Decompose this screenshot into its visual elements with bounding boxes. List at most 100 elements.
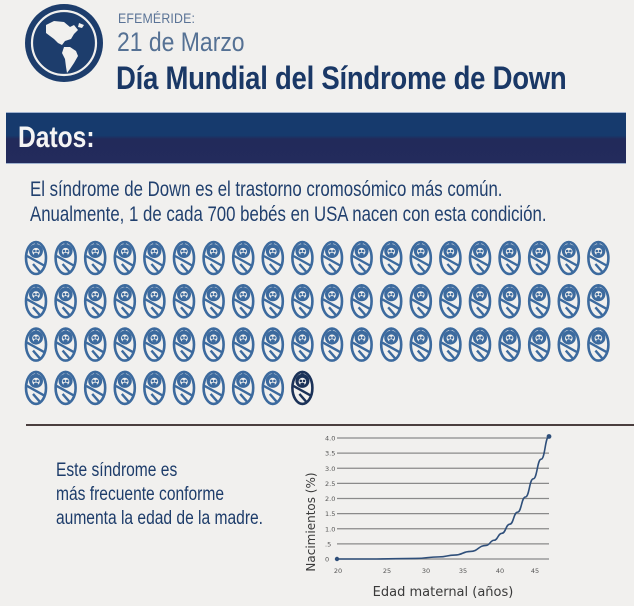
x-tick-label: 45 xyxy=(531,567,539,575)
x-tick-label: 35 xyxy=(459,567,467,575)
swaddled-baby-icon xyxy=(439,240,462,276)
swaddled-baby-icon xyxy=(527,240,551,276)
swaddled-baby-icon xyxy=(439,283,462,319)
x-axis-label: Edad maternal (años) xyxy=(373,585,514,600)
swaddled-baby-icon xyxy=(202,240,225,276)
x-tick-label: 25 xyxy=(383,567,391,575)
swaddled-baby-icon xyxy=(320,240,344,276)
summary-text-line-2: más frecuente conforme xyxy=(56,484,224,505)
swaddled-baby-icon xyxy=(557,283,581,319)
swaddled-baby-icon xyxy=(291,283,314,319)
swaddled-baby-icon xyxy=(527,283,551,319)
y-tick-label: .5 xyxy=(325,540,331,548)
swaddled-baby-icon xyxy=(498,283,521,319)
eyebrow-label: EFEMÉRIDE: xyxy=(118,10,196,26)
baby-icons xyxy=(24,240,610,406)
swaddled-baby-icon xyxy=(587,240,610,276)
swaddled-baby-icon xyxy=(113,240,137,276)
data-curve xyxy=(337,435,550,560)
swaddled-baby-icon xyxy=(54,283,77,319)
y-tick-label: 1.0 xyxy=(325,525,335,533)
swaddled-baby-icon xyxy=(261,327,285,362)
swaddled-baby-icon xyxy=(172,283,196,319)
y-axis-ticks: 0 .5 1.0 1.5 2.0 2.5 3.0 3.5 4.0 xyxy=(325,435,335,564)
swaddled-baby-icon xyxy=(24,370,48,406)
y-axis-label: Nacimientos (%) xyxy=(304,472,318,571)
swaddled-baby-icon xyxy=(143,370,166,406)
swaddled-baby-icon xyxy=(379,327,403,362)
globe-icon xyxy=(25,4,103,82)
swaddled-baby-icon xyxy=(24,327,48,362)
chart-gridlines xyxy=(337,437,549,560)
swaddled-baby-icon xyxy=(468,327,492,362)
swaddled-baby-icon xyxy=(113,370,137,406)
swaddled-baby-icon xyxy=(172,240,196,276)
swaddled-baby-icon xyxy=(409,283,433,319)
swaddled-baby-icon xyxy=(83,327,107,362)
swaddled-baby-icon xyxy=(261,370,285,406)
event-date: 21 de Marzo xyxy=(117,27,245,57)
swaddled-baby-icon xyxy=(172,370,196,406)
swaddled-baby-icon xyxy=(54,370,77,406)
swaddled-baby-icon xyxy=(587,327,610,362)
swaddled-baby-icon xyxy=(261,283,285,319)
y-tick-label: 3.0 xyxy=(325,465,335,473)
swaddled-baby-icon xyxy=(498,327,521,362)
swaddled-baby-icon xyxy=(113,327,137,362)
y-tick-label: 1.5 xyxy=(325,510,335,518)
swaddled-baby-icon xyxy=(143,327,166,362)
summary-text-line-3: aumenta la edad de la madre. xyxy=(56,508,264,529)
swaddled-baby-icon xyxy=(557,327,581,362)
swaddled-baby-icon xyxy=(527,327,551,362)
swaddled-baby-icon xyxy=(202,327,225,362)
y-tick-label: 0 xyxy=(325,556,329,564)
x-tick-label: 40 xyxy=(496,567,504,575)
x-axis-ticks: 20 25 30 35 40 45 xyxy=(334,567,539,575)
swaddled-baby-icon xyxy=(231,240,255,276)
swaddled-baby-icon xyxy=(320,283,344,319)
data-point-start xyxy=(334,556,340,562)
swaddled-baby-icon xyxy=(83,283,107,319)
swaddled-baby-icon xyxy=(143,283,166,319)
swaddled-baby-icon xyxy=(379,283,403,319)
section-header-bar: Datos: xyxy=(6,112,626,164)
swaddled-baby-icon xyxy=(379,240,403,276)
swaddled-baby-icon xyxy=(291,370,314,406)
swaddled-baby-icon xyxy=(468,240,492,276)
page-title: Día Mundial del Síndrome de Down xyxy=(116,60,567,96)
swaddled-baby-icon xyxy=(498,240,521,276)
swaddled-baby-icon xyxy=(439,327,462,362)
swaddled-baby-icon xyxy=(291,327,314,362)
section-divider xyxy=(26,424,634,426)
swaddled-baby-icon xyxy=(409,327,433,362)
swaddled-baby-icon xyxy=(231,327,255,362)
swaddled-baby-icon xyxy=(350,283,373,319)
y-tick-label: 4.0 xyxy=(325,435,335,443)
swaddled-baby-icon xyxy=(231,283,255,319)
swaddled-baby-icon xyxy=(557,240,581,276)
swaddled-baby-icon xyxy=(261,240,285,276)
swaddled-baby-icon xyxy=(143,240,166,276)
swaddled-baby-icon xyxy=(54,327,77,362)
swaddled-baby-icon xyxy=(24,283,48,319)
x-tick-label: 30 xyxy=(422,567,430,575)
swaddled-baby-icon xyxy=(83,370,107,406)
swaddled-baby-icon xyxy=(291,240,314,276)
swaddled-baby-icon xyxy=(231,370,255,406)
swaddled-baby-icon xyxy=(468,283,492,319)
swaddled-baby-icon xyxy=(113,283,137,319)
section-title: Datos: xyxy=(18,121,95,154)
swaddled-baby-icon xyxy=(202,370,225,406)
summary-text-line-1: Este síndrome es xyxy=(56,460,178,481)
data-point-end xyxy=(546,434,552,439)
swaddled-baby-icon xyxy=(587,283,610,319)
y-tick-label: 2.0 xyxy=(325,495,335,503)
swaddled-baby-icon xyxy=(83,240,107,276)
x-tick-label: 20 xyxy=(334,567,342,575)
y-tick-label: 2.5 xyxy=(325,480,335,488)
swaddled-baby-icon xyxy=(350,240,373,276)
swaddled-baby-icon xyxy=(320,327,344,362)
baby-pictogram-grid xyxy=(24,240,610,406)
y-tick-label: 3.5 xyxy=(325,450,335,458)
swaddled-baby-icon xyxy=(54,240,77,276)
